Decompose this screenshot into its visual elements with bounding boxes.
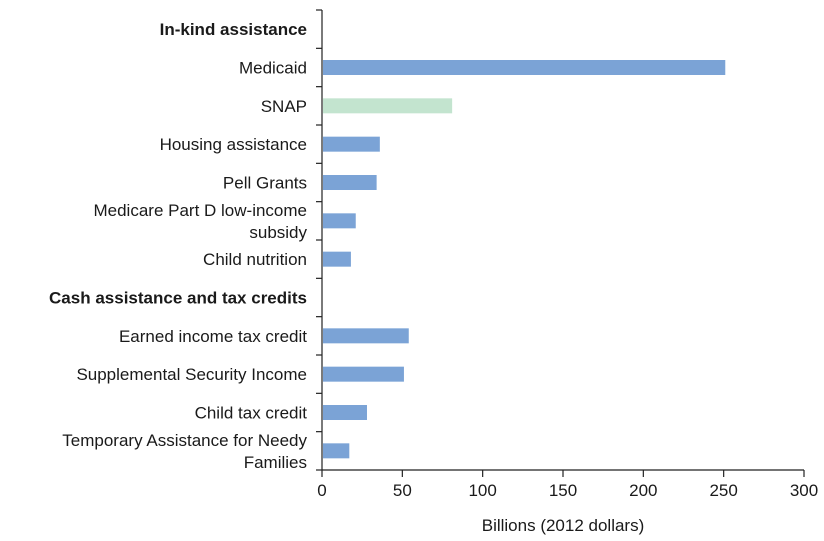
bar (323, 60, 726, 75)
bar (323, 443, 350, 459)
category-label: Medicaid (239, 59, 307, 78)
category-label: Families (244, 453, 307, 472)
x-tick-label: 100 (468, 481, 496, 500)
category-label: Pell Grants (223, 174, 307, 193)
x-axis-ticks: 0 50 100 150 200 250 300 (317, 470, 818, 500)
bar (323, 175, 377, 190)
x-axis-title: Billions (2012 dollars) (482, 516, 645, 535)
category-label: Medicare Part D low-income (93, 201, 307, 220)
x-tick-label: 50 (393, 481, 412, 500)
x-tick-label: 150 (549, 481, 577, 500)
category-label: Child tax credit (195, 404, 308, 423)
bar (323, 328, 409, 344)
bar (323, 251, 351, 267)
group-header-label: Cash assistance and tax credits (49, 289, 307, 308)
category-label: Child nutrition (203, 250, 307, 269)
group-header-label: In-kind assistance (160, 20, 307, 39)
category-label: subsidy (249, 223, 307, 242)
bar (323, 136, 380, 152)
x-tick-label: 200 (629, 481, 657, 500)
category-label: Earned income tax credit (119, 327, 307, 346)
chart-rows: In-kind assistance Medicaid SNAP Housing as… (49, 9, 726, 472)
x-tick-label: 250 (709, 481, 737, 500)
category-label: SNAP (261, 97, 307, 116)
bar (323, 366, 404, 382)
category-label: Temporary Assistance for Needy (62, 431, 307, 450)
bar (323, 405, 367, 420)
category-label: Housing assistance (160, 135, 307, 154)
x-tick-label: 0 (317, 481, 326, 500)
category-label: Supplemental Security Income (76, 365, 307, 384)
bar (323, 98, 453, 114)
bar (323, 213, 356, 229)
x-tick-label: 300 (790, 481, 818, 500)
